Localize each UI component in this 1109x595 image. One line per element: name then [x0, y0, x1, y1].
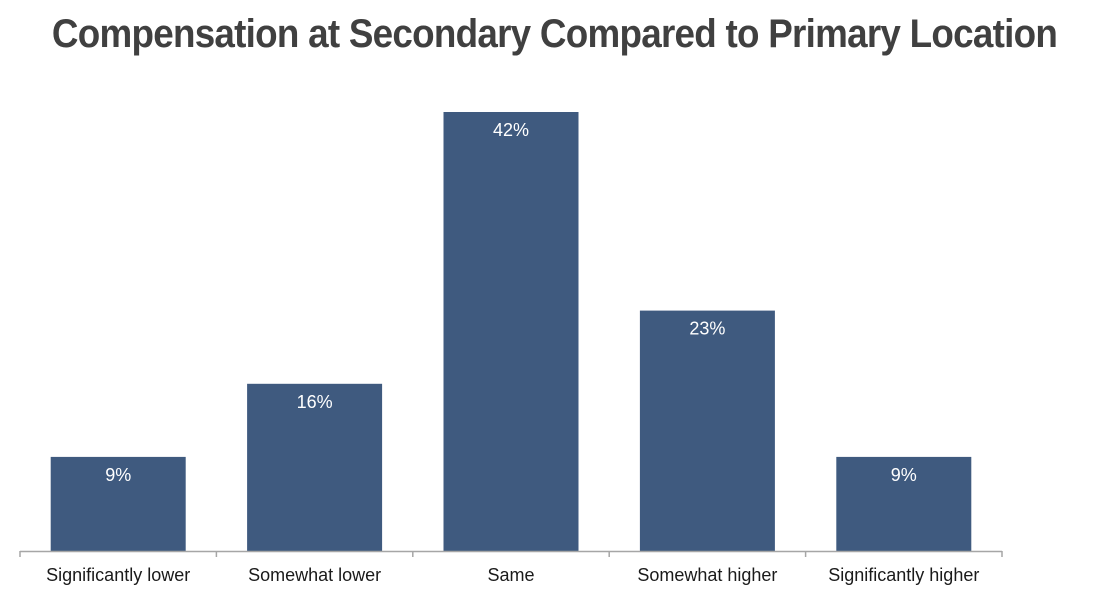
data-label-same: 42% — [493, 120, 529, 140]
labels-layer: 9% Significantly lower 16% Somewhat lower 42… — [46, 120, 979, 585]
bar-significantly-higher — [836, 456, 972, 551]
tick-label-somewhat-higher: Somewhat higher — [637, 565, 777, 585]
chart-title: Compensation at Secondary Compared to Pr… — [51, 12, 1058, 56]
data-label-significantly-higher: 9% — [891, 465, 917, 485]
x-axis — [19, 550, 1003, 557]
tick-label-significantly-higher: Significantly higher — [828, 565, 979, 585]
bars-layer — [50, 112, 972, 551]
data-label-somewhat-lower: 16% — [297, 392, 333, 412]
bar-somewhat-lower — [247, 383, 383, 551]
bar-somewhat-higher — [639, 310, 775, 551]
tick-label-significantly-lower: Significantly lower — [46, 565, 190, 585]
data-label-somewhat-higher: 23% — [689, 319, 725, 339]
bar-same — [443, 112, 579, 551]
tick-label-same: Same — [487, 565, 534, 585]
bar-significantly-lower — [50, 456, 186, 551]
data-label-significantly-lower: 9% — [105, 465, 131, 485]
tick-label-somewhat-lower: Somewhat lower — [248, 565, 381, 585]
